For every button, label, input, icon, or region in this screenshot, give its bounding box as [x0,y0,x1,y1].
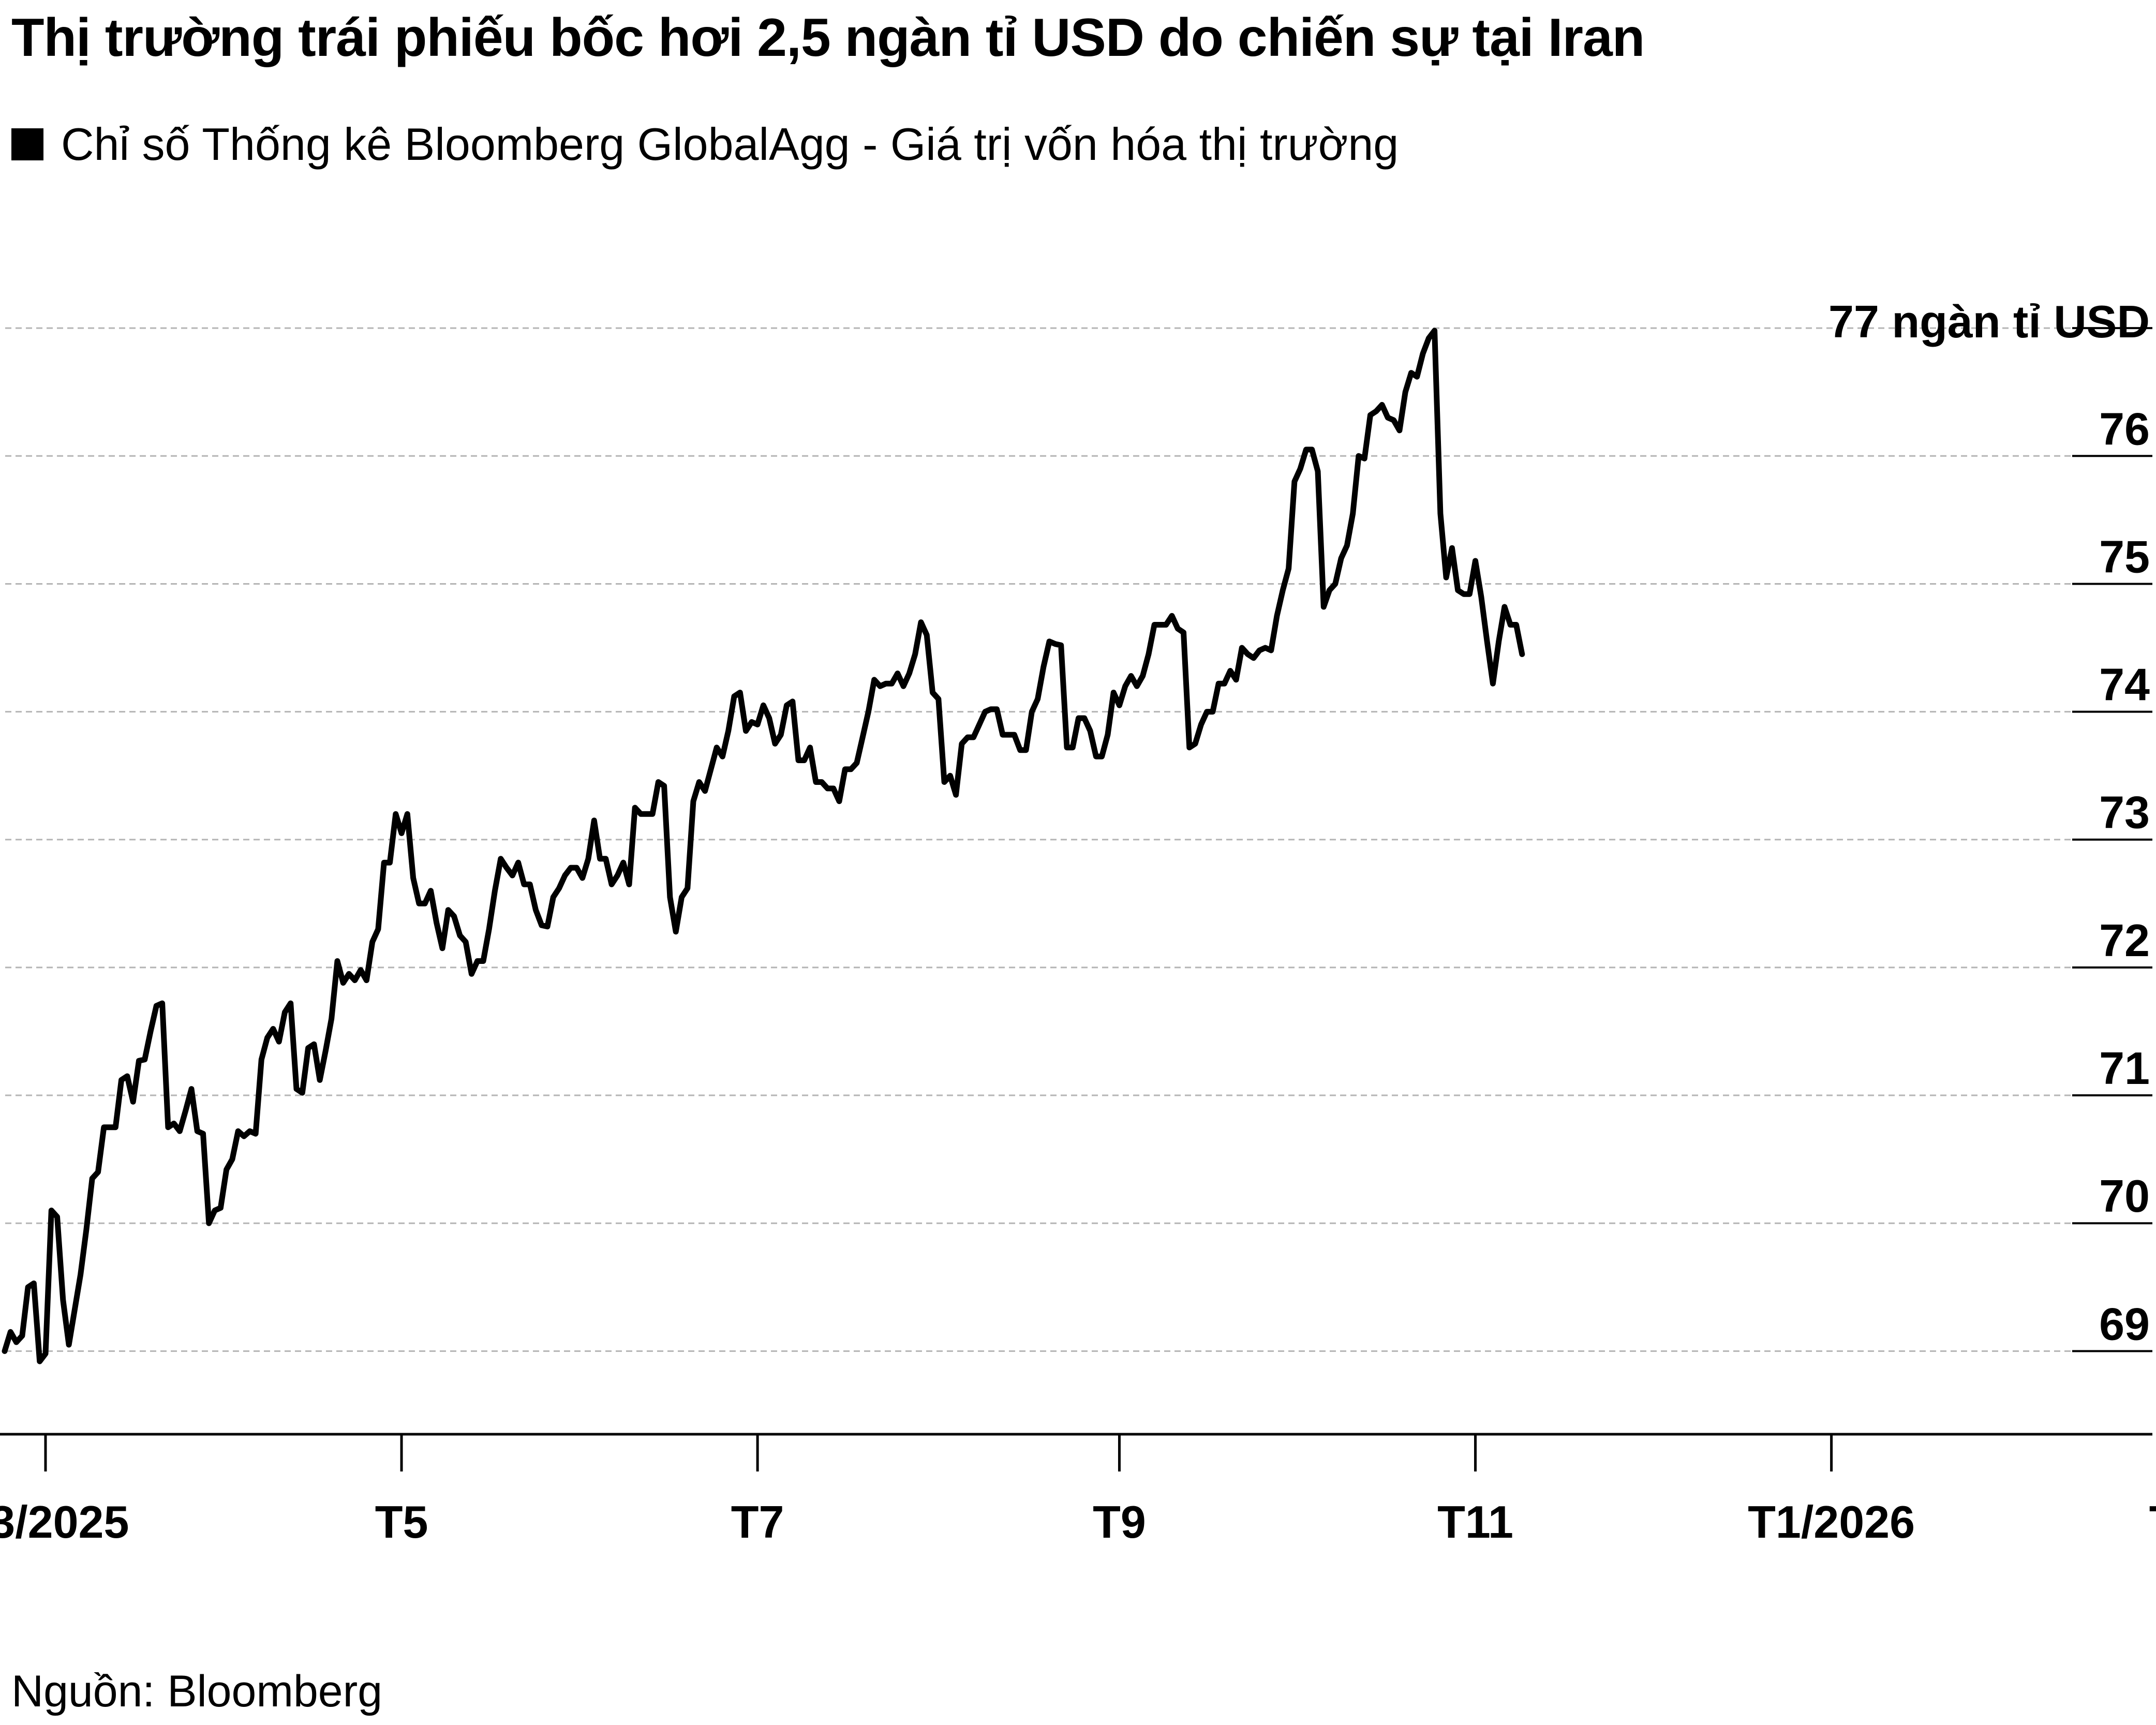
y-tick-label: 74 [2099,659,2150,710]
y-axis: 76 75 74 73 72 71 70 69 [2072,327,2152,1352]
unit-label: 77 ngàn tỉ USD [1828,296,2150,347]
grid-lines [5,327,2072,1352]
legend-swatch [11,128,43,160]
y-tick-label: 72 [2099,915,2150,966]
y-tick-label: 76 [2099,403,2150,454]
legend-label: Chỉ số Thống kê Bloomberg GlobalAgg - Gi… [61,118,1399,170]
y-tick-label: 69 [2099,1298,2150,1349]
y-tick-label: 75 [2099,531,2150,582]
x-tick-label: T11 [1437,1496,1513,1548]
x-tick-label: T3 [2149,1496,2156,1548]
y-tick-label: 73 [2099,787,2150,838]
x-tick-label: T1/2026 [1748,1496,1915,1548]
y-tick-label: 70 [2099,1170,2150,1222]
chart-title: Thị trường trái phiếu bốc hơi 2,5 ngàn t… [11,8,1645,68]
x-tick-label: T5 [375,1496,428,1548]
y-tick-label: 71 [2099,1043,2150,1094]
x-tick-label: T9 [1093,1496,1146,1548]
series-line [2,328,1525,1364]
x-axis: T3/2025 T5 T7 T9 T11 T1/2026 T3 [0,1434,2156,1548]
legend: Chỉ số Thống kê Bloomberg GlobalAgg - Gi… [11,118,1399,171]
x-tick-label: T3/2025 [0,1496,129,1548]
source-note: Nguồn: Bloomberg [11,1667,383,1716]
x-tick-label: T7 [731,1496,784,1548]
